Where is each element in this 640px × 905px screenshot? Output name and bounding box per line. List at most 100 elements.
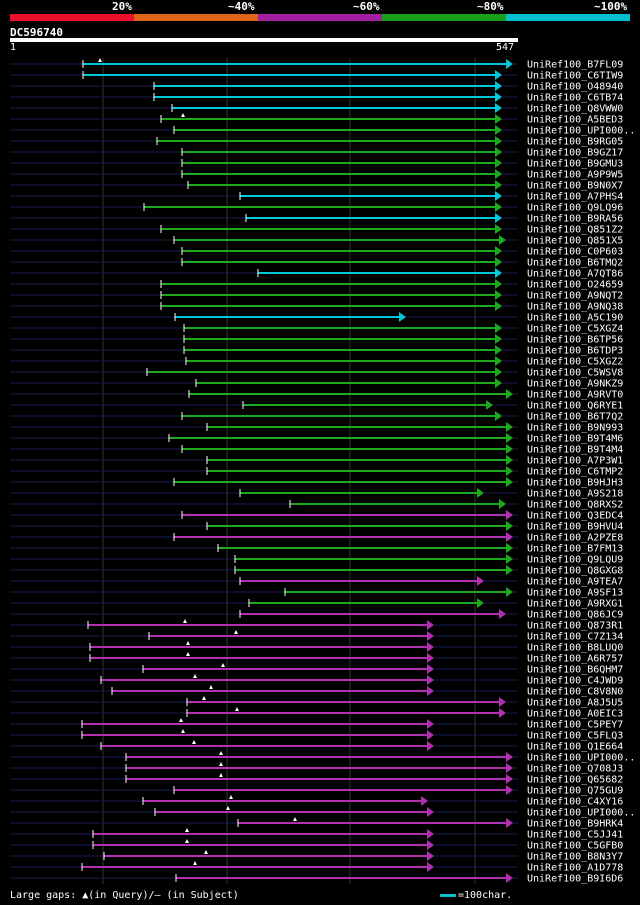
hit-label[interactable]: UniRef100_B9RA56 <box>527 214 623 225</box>
hit-label[interactable]: UniRef100_A9RXG1 <box>527 599 623 610</box>
hit-row[interactable]: UniRef100_A9SF13 <box>10 587 623 599</box>
hit-row[interactable]: UniRef100_B6TP56 <box>10 334 623 346</box>
hit-row[interactable]: UniRef100_Q6RYE1 <box>10 400 623 412</box>
hit-label[interactable]: UniRef100_B9HVU4 <box>527 522 623 533</box>
hit-row[interactable]: UniRef100_A9TEA7 <box>10 576 623 588</box>
hit-row[interactable]: UniRef100_Q9LQU9 <box>10 554 623 566</box>
hit-row[interactable]: UniRef100_A7P3W1 <box>10 455 623 467</box>
hit-label[interactable]: UniRef100_B9T4M4 <box>527 445 623 456</box>
hit-label[interactable]: UniRef100_A1D778 <box>527 863 623 874</box>
hit-label[interactable]: UniRef100_A9NQT2 <box>527 291 623 302</box>
hit-label[interactable]: UniRef100_C6TIW9 <box>527 71 623 82</box>
hit-row[interactable]: UniRef100_Q3EDC4 <box>10 510 623 522</box>
hit-label[interactable]: UniRef100_B9GMU3 <box>527 159 623 170</box>
hit-row[interactable]: UniRef100_B9N993 <box>10 422 623 434</box>
hit-label[interactable]: UniRef100_B9T4M6 <box>527 434 623 445</box>
hit-row[interactable]: UniRef100_C5PEY7 <box>10 718 623 731</box>
hit-label[interactable]: UniRef100_A9TEA7 <box>527 577 623 588</box>
hit-label[interactable]: UniRef100_Q8GXG8 <box>527 566 623 577</box>
hit-label[interactable]: UniRef100_B9HRK4 <box>527 819 623 830</box>
hit-row[interactable]: UniRef100_C7Z134 <box>10 630 623 643</box>
hit-label[interactable]: UniRef100_B9RG05 <box>527 137 623 148</box>
hit-label[interactable]: UniRef100_A6R757 <box>527 654 623 665</box>
hit-label[interactable]: UniRef100_C8V8N0 <box>527 687 623 698</box>
hit-label[interactable]: UniRef100_A2PZE8 <box>527 533 623 544</box>
hit-row[interactable]: UniRef100_Q75GU9 <box>10 785 623 797</box>
hit-label[interactable]: UniRef100_Q851Z2 <box>527 225 623 236</box>
hit-label[interactable]: UniRef100_Q708J3 <box>527 764 623 775</box>
hit-row[interactable]: UniRef100_A9RXG1 <box>10 598 623 610</box>
hit-label[interactable]: UniRef100_C5PEY7 <box>527 720 623 731</box>
hit-row[interactable]: UniRef100_C5WSV8 <box>10 367 623 379</box>
hit-label[interactable]: UniRef100_O24659 <box>527 280 623 291</box>
hit-row[interactable]: UniRef100_C5XGZ2 <box>10 356 623 368</box>
hit-label[interactable]: UniRef100_UPI000.. <box>527 753 635 764</box>
hit-row[interactable]: UniRef100_B9N0X7 <box>10 180 623 192</box>
hit-label[interactable]: UniRef100_A9S218 <box>527 489 623 500</box>
hit-row[interactable]: UniRef100_C4XY16 <box>10 795 623 808</box>
hit-row[interactable]: UniRef100_Q8RXS2 <box>10 499 623 511</box>
hit-label[interactable]: UniRef100_C5JJ41 <box>527 830 623 841</box>
hit-row[interactable]: UniRef100_C5FLQ3 <box>10 729 623 742</box>
hit-label[interactable]: UniRef100_A9NQ38 <box>527 302 623 313</box>
hit-label[interactable]: UniRef100_C6TMP2 <box>527 467 623 478</box>
hit-label[interactable]: UniRef100_B6TMQ2 <box>527 258 623 269</box>
hit-label[interactable]: UniRef100_Q6RYE1 <box>527 401 623 412</box>
hit-label[interactable]: UniRef100_A7QT86 <box>527 269 623 280</box>
hit-row[interactable]: UniRef100_B9HVU4 <box>10 521 623 533</box>
hit-row[interactable]: UniRef100_C6TMP2 <box>10 466 623 478</box>
hit-label[interactable]: UniRef100_Q1E664 <box>527 742 623 753</box>
hit-label[interactable]: UniRef100_C5XGZ2 <box>527 357 623 368</box>
hit-row[interactable]: UniRef100_UPI000.. <box>10 806 635 819</box>
hit-row[interactable]: UniRef100_Q8VWW0 <box>10 103 623 115</box>
hit-row[interactable]: UniRef100_B7FM13 <box>10 543 623 555</box>
hit-label[interactable]: UniRef100_A9P9W5 <box>527 170 623 181</box>
hit-row[interactable]: UniRef100_A9NKZ9 <box>10 378 623 390</box>
hit-row[interactable]: UniRef100_B6TDP3 <box>10 345 623 357</box>
hit-label[interactable]: UniRef100_A7P3W1 <box>527 456 623 467</box>
hit-label[interactable]: UniRef100_C5FLQ3 <box>527 731 623 742</box>
hit-row[interactable]: UniRef100_A7PHS4 <box>10 191 623 203</box>
hit-label[interactable]: UniRef100_B6QHM7 <box>527 665 623 676</box>
hit-label[interactable]: UniRef100_B7FM13 <box>527 544 623 555</box>
hit-row[interactable]: UniRef100_B8LUQ0 <box>10 641 623 654</box>
hit-label[interactable]: UniRef100_Q851X5 <box>527 236 623 247</box>
hit-row[interactable]: UniRef100_UPI000.. <box>10 125 635 137</box>
hit-label[interactable]: UniRef100_B9N993 <box>527 423 623 434</box>
hit-row[interactable]: UniRef100_B9RG05 <box>10 136 623 148</box>
hit-row[interactable]: UniRef100_A5C190 <box>10 312 623 324</box>
hit-row[interactable]: UniRef100_C8V8N0 <box>10 685 623 698</box>
hit-label[interactable]: UniRef100_B9GZ17 <box>527 148 623 159</box>
hit-label[interactable]: UniRef100_B6TP56 <box>527 335 623 346</box>
hit-row[interactable]: UniRef100_C5XGZ4 <box>10 323 623 335</box>
hit-label[interactable]: UniRef100_A9RVT0 <box>527 390 623 401</box>
hit-label[interactable]: UniRef100_B6TDP3 <box>527 346 623 357</box>
hit-row[interactable]: UniRef100_C5JJ41 <box>10 828 623 841</box>
hit-label[interactable]: UniRef100_A5BED3 <box>527 115 623 126</box>
hit-label[interactable]: UniRef100_B6T7Q2 <box>527 412 623 423</box>
hit-row[interactable]: UniRef100_Q1E664 <box>10 740 623 753</box>
hit-row[interactable]: UniRef100_B9HRK4 <box>10 817 623 830</box>
hit-label[interactable]: UniRef100_A9SF13 <box>527 588 623 599</box>
hit-label[interactable]: UniRef100_B8LUQ0 <box>527 643 623 654</box>
hit-label[interactable]: UniRef100_UPI000.. <box>527 808 635 819</box>
hit-row[interactable]: UniRef100_A9NQ38 <box>10 301 623 313</box>
hit-label[interactable]: UniRef100_Q8RXS2 <box>527 500 623 511</box>
hit-row[interactable]: UniRef100_Q9LQ96 <box>10 202 623 214</box>
hit-label[interactable]: UniRef100_C4XY16 <box>527 797 623 808</box>
hit-label[interactable]: UniRef100_A8J5U5 <box>527 698 623 709</box>
hit-label[interactable]: UniRef100_C5GFB0 <box>527 841 623 852</box>
hit-row[interactable]: UniRef100_A2PZE8 <box>10 532 623 544</box>
hit-row[interactable]: UniRef100_Q873R1 <box>10 619 623 632</box>
hit-row[interactable]: UniRef100_A9NQT2 <box>10 290 623 302</box>
hit-row[interactable]: UniRef100_A1D778 <box>10 861 623 874</box>
hit-row[interactable]: UniRef100_A8J5U5 <box>10 696 623 709</box>
hit-row[interactable]: UniRef100_B9I6D6 <box>10 873 623 885</box>
hit-label[interactable]: UniRef100_A9NKZ9 <box>527 379 623 390</box>
hit-row[interactable]: UniRef100_B9GZ17 <box>10 147 623 159</box>
hit-label[interactable]: UniRef100_C0P603 <box>527 247 623 258</box>
hit-row[interactable]: UniRef100_A9P9W5 <box>10 169 623 181</box>
hit-label[interactable]: UniRef100_Q9LQU9 <box>527 555 623 566</box>
hit-row[interactable]: UniRef100_B9T4M4 <box>10 444 623 456</box>
hit-label[interactable]: UniRef100_B8N3Y7 <box>527 852 623 863</box>
